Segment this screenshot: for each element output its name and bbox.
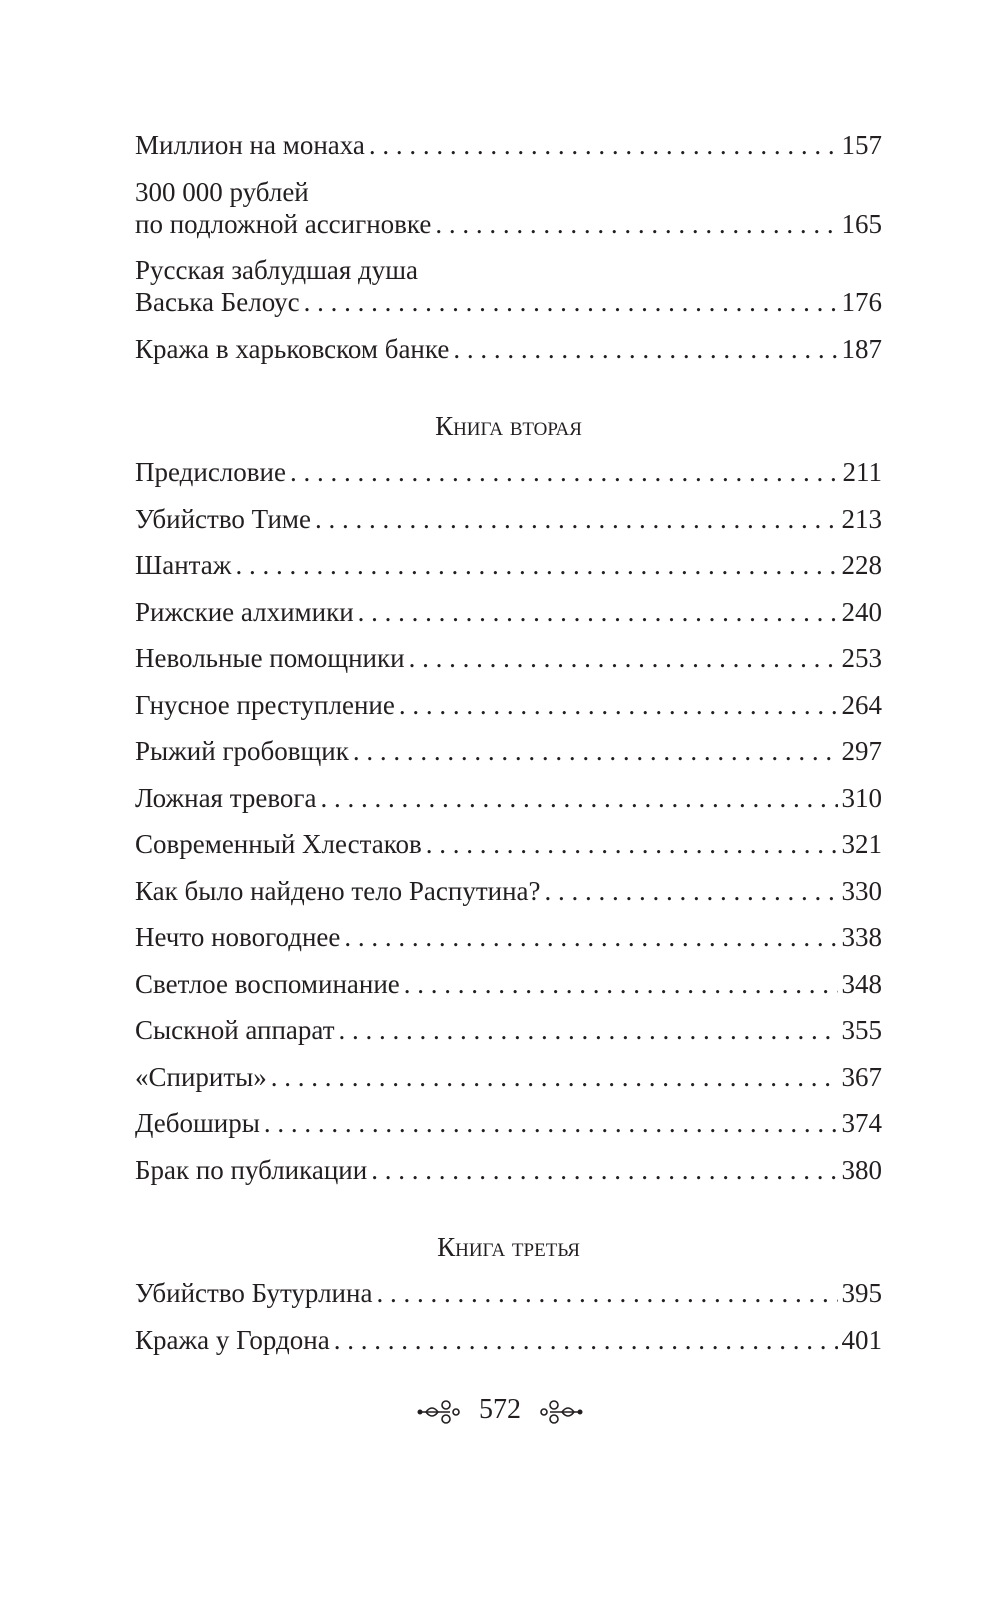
toc-entry-title: Предисловие (135, 457, 286, 487)
toc-entry-page: 228 (841, 550, 883, 580)
toc-entry-title: Русская заблудшая душа (135, 255, 419, 285)
toc-entry: Миллион на монаха 157 (135, 129, 882, 161)
toc-entry: Рижские алхимики 240 (135, 596, 882, 628)
page-footer: 572 (0, 1393, 1000, 1427)
toc-entry-title: Сыскной аппарат (135, 1015, 335, 1045)
dot-leader (320, 782, 837, 814)
toc-entry-title: Брак по публикации (135, 1154, 368, 1185)
toc-entry-page: 253 (841, 643, 883, 673)
dot-leader (404, 968, 838, 1000)
toc-entry-title: Миллион на монаха (135, 130, 365, 160)
toc-entry-title: Убийство Тиме (135, 503, 311, 534)
toc-entry-title: Убийство Бутурлина (135, 1278, 373, 1308)
toc-entry-page: 213 (841, 503, 883, 534)
dot-leader (545, 875, 838, 907)
ornament-left-icon (417, 1399, 460, 1424)
toc-entry-page: 367 (841, 1061, 883, 1092)
toc-entry: «Спириты» 367 (135, 1061, 882, 1093)
dot-leader (315, 503, 838, 535)
dot-leader (304, 286, 838, 318)
toc-entry-page: 310 (841, 782, 883, 813)
toc-entry: Рыжий гробовщик 297 (135, 735, 882, 767)
toc-entry-title: Дебоширы (135, 1108, 260, 1138)
toc-entry-title: Шантаж (135, 550, 232, 580)
toc-entry-title: Васька Белоус (135, 287, 300, 317)
dot-leader (399, 689, 838, 721)
toc-entry-title: Нечто новогоднее (135, 922, 341, 952)
dot-leader (369, 129, 838, 161)
dot-leader (290, 456, 839, 488)
toc-entry: Шантаж 228 (135, 549, 882, 581)
toc-entry-page: 240 (841, 596, 883, 627)
toc-entry-title: Как было найдено тело Распутина? (135, 875, 541, 906)
toc-entry-page: 395 (841, 1278, 883, 1308)
toc-entry-page: 348 (841, 968, 883, 999)
toc-entry: Сыскной аппарат 355 (135, 1014, 882, 1046)
dot-leader (334, 1324, 838, 1356)
toc-entry: Убийство Тиме 213 (135, 503, 882, 535)
toc-entry-title: Невольные помощники (135, 643, 405, 673)
page-number: 572 (479, 1394, 521, 1425)
toc-entry: Невольные помощники 253 (135, 642, 882, 674)
toc-entry-title: по подложной ассигновке (135, 208, 432, 239)
toc-entry: Ложная тревога 310 (135, 782, 882, 814)
toc-entry-title: 300 000 рублей (135, 176, 309, 207)
toc-entry-page: 330 (841, 875, 883, 906)
dot-leader (358, 596, 838, 628)
toc-entry-page: 355 (841, 1015, 883, 1045)
toc-entry-page: 264 (841, 689, 883, 720)
dot-leader (339, 1014, 838, 1046)
toc-entry-page: 401 (841, 1324, 883, 1355)
toc-entry: Светлое воспоминание 348 (135, 968, 882, 1000)
toc-entry-title: Ложная тревога (135, 782, 317, 813)
toc-entry: Убийство Бутурлина 395 (135, 1277, 882, 1309)
section-heading: Книга третья (437, 1231, 580, 1262)
toc-entry: Кража у Гордона 401 (135, 1324, 882, 1356)
toc-entry-page: 187 (841, 333, 883, 364)
toc-entry-title: Рыжий гробовщик (135, 736, 349, 766)
dot-leader (353, 735, 838, 767)
toc-entry-title: Современный Хлестаков (135, 829, 422, 859)
toc-entry-page: 338 (841, 922, 883, 952)
toc-entry-page: 297 (841, 736, 883, 766)
ornament-right-icon (540, 1399, 583, 1424)
dot-leader (376, 1277, 837, 1309)
toc-entry-title: «Спириты» (135, 1061, 267, 1092)
toc-entry-page: 380 (841, 1154, 883, 1185)
toc-entry-page: 374 (841, 1108, 883, 1138)
dot-leader (426, 828, 838, 860)
toc-entry-title: Рижские алхимики (135, 596, 354, 627)
dot-leader (271, 1061, 838, 1093)
dot-leader (235, 549, 837, 581)
toc-entry-title: Светлое воспоминание (135, 968, 400, 999)
dot-leader (435, 208, 837, 240)
toc-entry: Кража в харьковском банке 187 (135, 333, 882, 365)
dot-leader (409, 642, 838, 674)
toc-entry-title: Гнусное преступление (135, 689, 395, 720)
dot-leader (371, 1154, 837, 1186)
toc-entry: Как было найдено тело Распутина? 330 (135, 875, 882, 907)
toc-entry: Дебоширы 374 (135, 1107, 882, 1139)
dot-leader (264, 1107, 838, 1139)
toc-entry-page: 165 (841, 208, 883, 239)
toc-entry-page: 157 (841, 130, 883, 160)
toc-entry-page: 321 (841, 829, 883, 859)
toc-entry-page: 176 (841, 287, 883, 317)
section-heading: Книга вторая (435, 410, 582, 441)
toc-entry: Предисловие 211 (135, 456, 882, 488)
dot-leader (453, 333, 837, 365)
toc-entry-page: 211 (842, 457, 883, 487)
toc-entry-title: Кража у Гордона (135, 1324, 330, 1355)
toc-entry: Гнусное преступление 264 (135, 689, 882, 721)
dot-leader (344, 921, 837, 953)
toc-entry: Брак по публикации 380 (135, 1154, 882, 1186)
toc-entry: Нечто новогоднее 338 (135, 921, 882, 953)
toc-entry: Современный Хлестаков 321 (135, 828, 882, 860)
toc-entry-title: Кража в харьковском банке (135, 333, 450, 364)
